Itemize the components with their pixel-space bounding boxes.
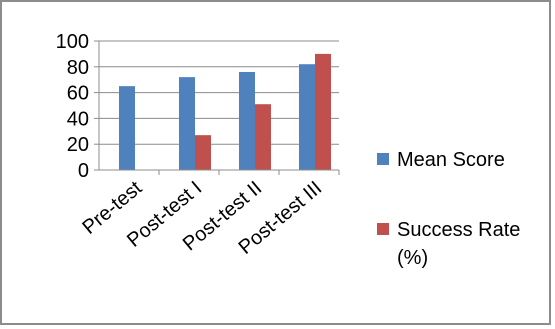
bar-success-rate-2: [255, 104, 271, 170]
bar-success-rate-1: [195, 135, 211, 170]
y-tick-label: 80: [67, 57, 89, 79]
bar-success-rate-3: [315, 53, 331, 170]
y-tick-label: 40: [67, 108, 89, 130]
bar-mean-score-2: [239, 71, 255, 170]
legend-label-success-rate: Success Rate: [397, 219, 520, 241]
legend: Mean Score Success Rate (%): [377, 149, 520, 269]
legend-swatch-mean-score: [377, 153, 389, 165]
axes: [94, 40, 340, 175]
bar-mean-score-0: [119, 86, 135, 170]
bars: [119, 53, 331, 170]
y-tick-label: 100: [56, 31, 89, 53]
bar-mean-score-3: [299, 64, 315, 170]
y-tick-labels: 0 20 40 60 80 100: [56, 31, 89, 182]
y-tick-label: 0: [78, 160, 89, 182]
legend-swatch-success-rate: [377, 223, 389, 235]
legend-label-percent: (%): [397, 247, 428, 269]
y-tick-label: 60: [67, 83, 89, 105]
y-tick-label: 20: [67, 134, 89, 156]
legend-label-mean-score: Mean Score: [397, 149, 505, 171]
bar-mean-score-1: [179, 77, 195, 170]
